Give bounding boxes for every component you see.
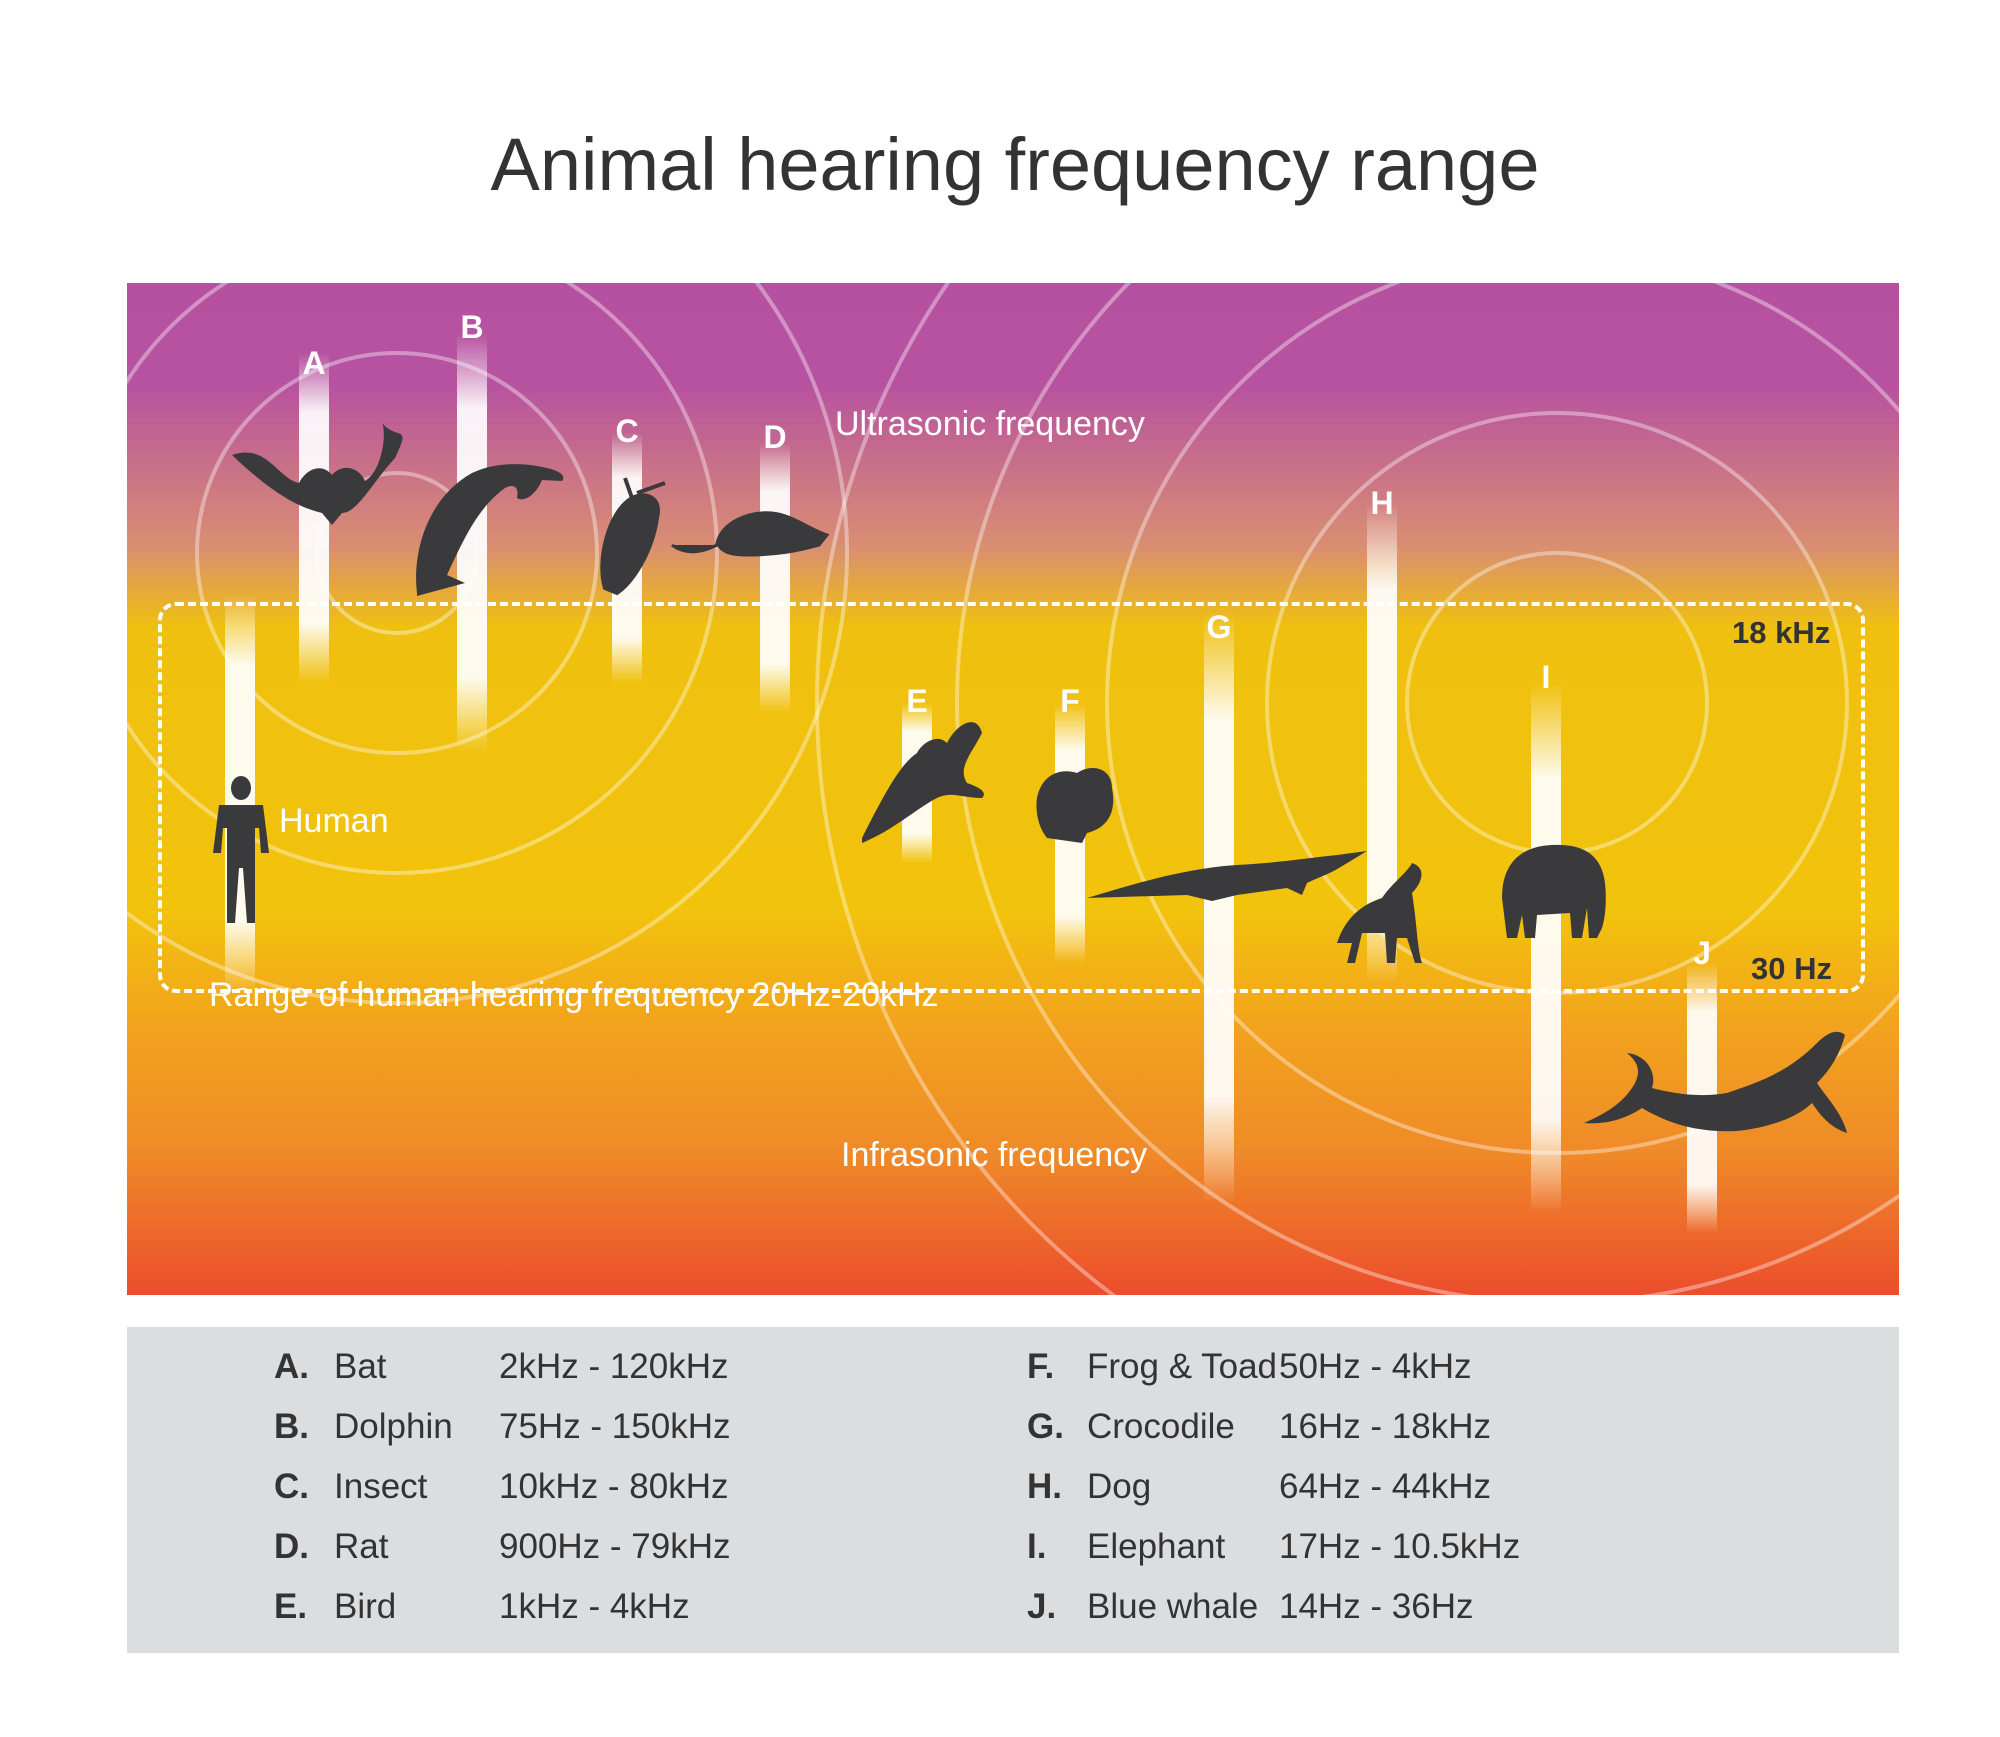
human-label: Human (279, 802, 389, 840)
legend-key: C. (274, 1467, 309, 1506)
rat-icon (671, 511, 830, 557)
marker-g: G (1206, 609, 1232, 645)
upper-limit-label: 18 kHz (1732, 615, 1831, 650)
legend-key: I. (1027, 1527, 1047, 1566)
silhouettes-layer (213, 423, 1847, 1133)
legend-name: Bat (334, 1347, 387, 1386)
legend-name: Crocodile (1087, 1407, 1235, 1446)
frequency-diagram-panel: A B C D E F G H I J (127, 283, 1899, 1295)
legend-name: Frog & Toad (1087, 1347, 1278, 1386)
legend-name: Elephant (1087, 1527, 1226, 1566)
infrasonic-label: Infrasonic frequency (841, 1136, 1148, 1174)
marker-j: J (1693, 935, 1711, 971)
human-icon (213, 776, 269, 923)
legend-key: E. (274, 1587, 308, 1626)
legend-range: 50Hz - 4kHz (1279, 1347, 1472, 1386)
legend-row: C. Insect 10kHz - 80kHz (127, 1467, 1027, 1511)
legend-key: G. (1027, 1407, 1064, 1446)
page-title: Animal hearing frequency range (490, 123, 1540, 206)
bar-i (1531, 683, 1561, 1213)
marker-i: I (1541, 659, 1551, 695)
human-range-box (158, 602, 1865, 993)
legend-key: A. (274, 1347, 309, 1386)
whale-icon (1584, 1031, 1847, 1133)
frog-icon (1036, 768, 1114, 843)
legend-row: G. Crocodile 16Hz - 18kHz (1027, 1407, 1887, 1451)
legend-key: H. (1027, 1467, 1062, 1506)
legend-range: 16Hz - 18kHz (1279, 1407, 1492, 1446)
legend-name: Insect (334, 1467, 428, 1506)
legend-range: 17Hz - 10.5kHz (1279, 1527, 1521, 1566)
legend-table: A. Bat 2kHz - 120kHz B. Dolphin 75Hz - 1… (127, 1327, 1899, 1653)
legend-range: 2kHz - 120kHz (499, 1347, 729, 1386)
dolphin-icon (416, 464, 564, 596)
marker-h: H (1370, 485, 1394, 521)
legend-row: E. Bird 1kHz - 4kHz (127, 1587, 1027, 1631)
legend-key: J. (1027, 1587, 1057, 1626)
legend-row: F. Frog & Toad 50Hz - 4kHz (1027, 1347, 1887, 1391)
elephant-icon (1502, 844, 1606, 938)
crocodile-icon (1087, 851, 1367, 901)
ultrasonic-label: Ultrasonic frequency (835, 405, 1145, 443)
legend-key: F. (1027, 1347, 1055, 1386)
marker-e: E (906, 683, 928, 719)
legend-row: A. Bat 2kHz - 120kHz (127, 1347, 1027, 1391)
lower-limit-label: 30 Hz (1751, 951, 1832, 986)
legend-row: I. Elephant 17Hz - 10.5kHz (1027, 1527, 1887, 1571)
legend-range: 10kHz - 80kHz (499, 1467, 729, 1506)
bar-g (1204, 613, 1234, 1203)
bar-a (299, 353, 329, 683)
legend-range: 1kHz - 4kHz (499, 1587, 690, 1626)
marker-a: A (302, 345, 326, 381)
dog-icon (1337, 863, 1422, 963)
bat-icon (232, 423, 403, 525)
legend-name: Blue whale (1087, 1587, 1259, 1626)
insect-icon (600, 477, 666, 596)
legend-range: 64Hz - 44kHz (1279, 1467, 1492, 1506)
marker-b: B (460, 309, 484, 345)
legend-name: Bird (334, 1587, 397, 1626)
legend-row: J. Blue whale 14Hz - 36Hz (1027, 1587, 1887, 1631)
marker-d: D (763, 419, 787, 455)
bar-d (760, 443, 790, 713)
range-label: Range of human hearing frequency 20Hz-20… (209, 976, 939, 1014)
legend-name: Dog (1087, 1467, 1152, 1506)
bird-icon (862, 722, 984, 843)
legend-key: D. (274, 1527, 309, 1566)
legend-key: B. (274, 1407, 309, 1446)
marker-f: F (1060, 683, 1080, 719)
legend-range: 14Hz - 36Hz (1279, 1587, 1474, 1626)
legend-range: 75Hz - 150kHz (499, 1407, 731, 1446)
legend-row: B. Dolphin 75Hz - 150kHz (127, 1407, 1027, 1451)
legend-name: Rat (334, 1527, 389, 1566)
marker-c: C (615, 413, 639, 449)
legend-row: H. Dog 64Hz - 44kHz (1027, 1467, 1887, 1511)
legend-row: D. Rat 900Hz - 79kHz (127, 1527, 1027, 1571)
legend-name: Dolphin (334, 1407, 453, 1446)
legend-range: 900Hz - 79kHz (499, 1527, 731, 1566)
